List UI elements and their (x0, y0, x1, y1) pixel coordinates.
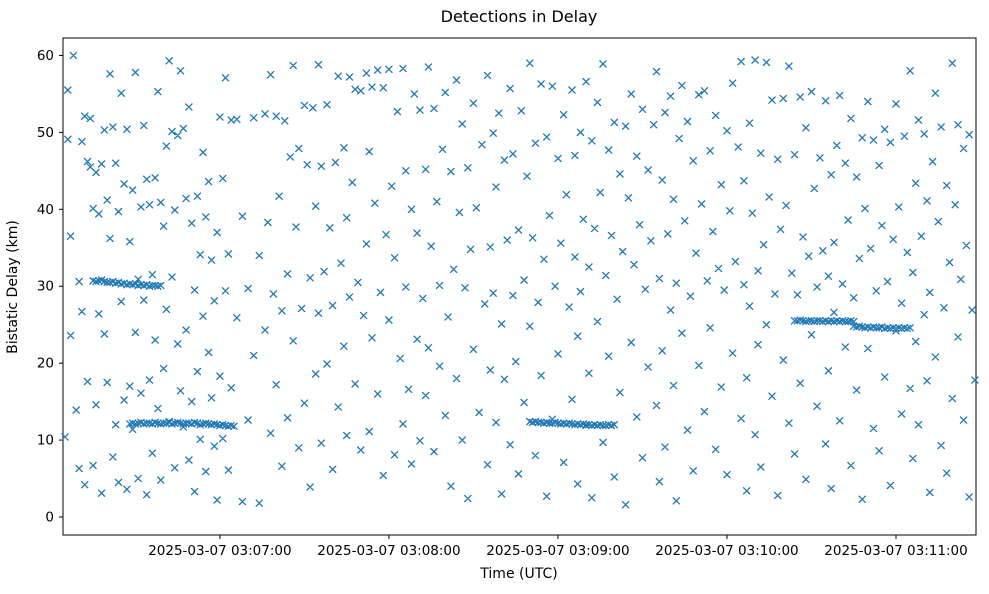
y-tick-label: 10 (37, 433, 54, 449)
y-axis-label: Bistatic Delay (km) (5, 220, 21, 354)
x-tick-label: 2025-03-07 03:07:00 (148, 543, 291, 559)
y-tick-label: 30 (37, 279, 54, 295)
chart-title: Detections in Delay (441, 7, 598, 26)
scatter-points-layer (61, 51, 979, 509)
y-tick-label: 0 (45, 510, 54, 526)
x-tick-label: 2025-03-07 03:09:00 (486, 543, 629, 559)
axes-layer: 2025-03-07 03:07:00 2025-03-07 03:08:00 20… (37, 37, 977, 559)
x-tick-label: 2025-03-07 03:10:00 (655, 543, 798, 559)
y-tick-label: 40 (37, 202, 54, 218)
y-tick-label: 20 (37, 356, 54, 372)
x-tick-label: 2025-03-07 03:11:00 (824, 543, 967, 559)
x-tick-label: 2025-03-07 03:08:00 (317, 543, 460, 559)
y-tick-label: 60 (37, 48, 54, 64)
x-axis-label: Time (UTC) (479, 566, 557, 582)
scatter-x-markers (61, 51, 979, 509)
y-tick-label: 50 (37, 125, 54, 141)
